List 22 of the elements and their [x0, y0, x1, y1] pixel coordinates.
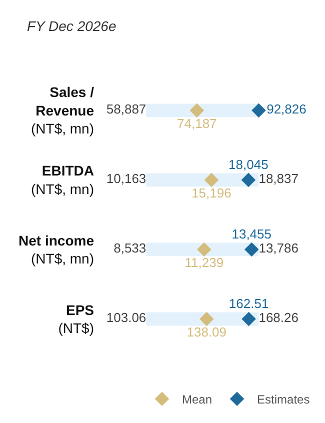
- data-label: 162.51: [228, 296, 269, 311]
- category-label: EBITDA (NT$, mn): [31, 162, 94, 197]
- data-label: 138.09: [186, 324, 227, 340]
- category-label: Sales / Revenue (NT$, mn): [31, 84, 94, 137]
- category-label: EPS (NT$): [58, 302, 94, 336]
- data-label: 13,786: [258, 240, 298, 256]
- data-label: 92,826: [266, 102, 306, 117]
- data-label: 168.26: [258, 310, 298, 326]
- data-label: 10,163: [106, 171, 146, 186]
- text: FY Dec 2026e: [27, 18, 116, 34]
- data-label: 18,837: [258, 171, 298, 186]
- data-label: 15,196: [192, 186, 232, 201]
- data-label: 8,533: [114, 240, 146, 256]
- legend-label: Estimates: [257, 392, 310, 407]
- data-label: 11,239: [184, 255, 224, 270]
- category-label: Net income (NT$, mn): [18, 232, 94, 266]
- data-label: 74,187: [177, 116, 217, 132]
- data-label: 103.06: [106, 310, 146, 326]
- legend-label: Mean: [182, 392, 212, 407]
- data-label: 13,455: [232, 226, 272, 242]
- data-label: 18,045: [228, 156, 268, 172]
- data-label: 58,887: [106, 102, 146, 117]
